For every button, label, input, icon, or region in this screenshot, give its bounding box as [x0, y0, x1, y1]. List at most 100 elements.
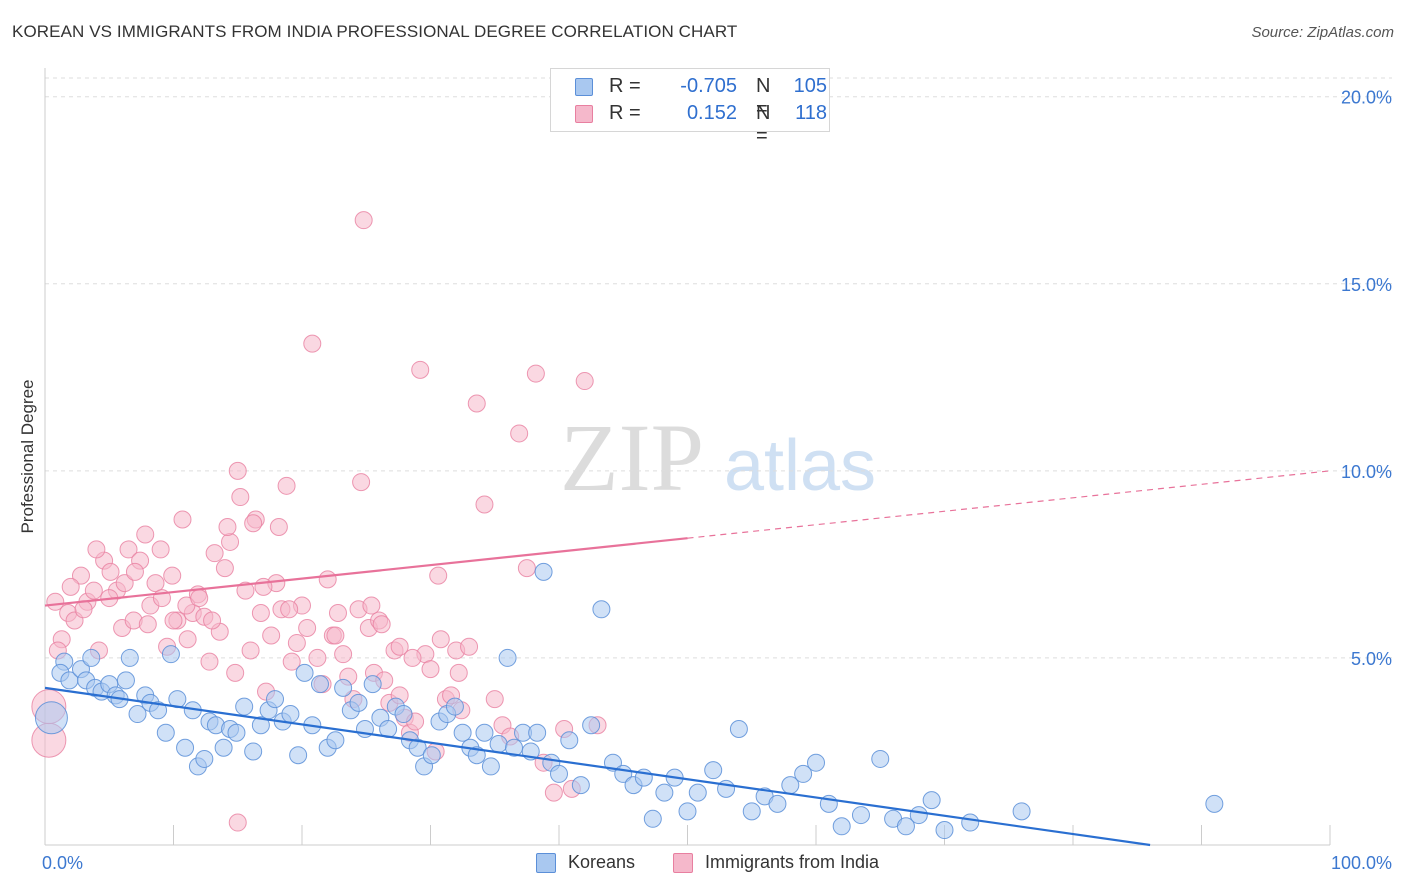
- correlation-legend: R = -0.705 N = 105 R = 0.152 N = 118: [550, 68, 830, 147]
- korean-point: [534, 562, 553, 581]
- korean-point: [310, 675, 329, 694]
- svg-text:atlas: atlas: [724, 426, 876, 506]
- india-point: [429, 566, 448, 585]
- korean-point: [643, 809, 662, 828]
- korean-point: [289, 746, 308, 765]
- india-point: [403, 648, 422, 667]
- india-point: [544, 783, 563, 802]
- legend-swatch-india: [575, 105, 593, 123]
- india-point: [390, 637, 409, 656]
- korean-point: [655, 783, 674, 802]
- legend-swatch-india: [673, 853, 693, 873]
- india-point: [287, 633, 306, 652]
- y-tick-label: 5.0%: [1351, 649, 1392, 669]
- korean-point: [34, 701, 68, 735]
- trend-lines: [44, 470, 1331, 847]
- india-point: [326, 626, 345, 645]
- korean-point: [935, 821, 954, 840]
- india-point: [61, 577, 80, 596]
- india-point: [138, 615, 157, 634]
- korean-point: [422, 746, 441, 765]
- korean-point: [832, 817, 851, 836]
- korean-point: [807, 753, 825, 772]
- y-tick-label: 20.0%: [1341, 88, 1392, 108]
- india-point: [354, 211, 373, 230]
- india-trend-line: [44, 537, 688, 607]
- korean-point: [909, 806, 928, 825]
- india-point: [269, 517, 288, 536]
- korean-point: [794, 764, 813, 783]
- korean-point: [266, 690, 285, 709]
- india-point: [467, 394, 486, 413]
- korean-point: [922, 791, 941, 810]
- india-point: [228, 461, 247, 480]
- korean-point: [82, 648, 101, 667]
- korean-point: [678, 802, 697, 821]
- india-point: [517, 559, 536, 578]
- korean-point: [704, 761, 723, 780]
- gridlines: [45, 77, 1392, 659]
- india-point: [101, 562, 120, 581]
- legend-label-koreans: Koreans: [568, 852, 636, 872]
- india-point: [74, 600, 93, 619]
- india-point: [526, 364, 545, 383]
- india-point: [231, 488, 250, 507]
- korean-point: [244, 742, 263, 761]
- korean-point: [505, 738, 524, 757]
- legend-r-value: 0.152: [686, 102, 737, 124]
- korean-point: [481, 757, 500, 776]
- korean-point: [156, 723, 175, 742]
- india-point: [318, 570, 337, 589]
- india-point: [136, 525, 155, 544]
- series-koreans-points: [34, 562, 1224, 840]
- india-point: [215, 559, 234, 578]
- source-attribution: Source: ZipAtlas.com: [1251, 24, 1394, 41]
- india-point: [236, 581, 255, 600]
- india-point: [46, 592, 65, 611]
- india-point: [163, 566, 182, 585]
- korean-point: [408, 738, 427, 757]
- korean-point: [214, 738, 233, 757]
- korean-point: [550, 764, 568, 783]
- korean-point: [349, 693, 368, 712]
- india-point: [352, 473, 371, 492]
- korean-point: [475, 723, 494, 742]
- korean-point: [961, 813, 980, 832]
- korean-point: [116, 671, 135, 690]
- korean-point: [295, 663, 314, 682]
- korean-point: [582, 716, 601, 735]
- india-point: [71, 566, 90, 585]
- korean-point: [161, 645, 180, 664]
- korean-point: [768, 794, 787, 813]
- india-point: [190, 589, 209, 608]
- india-point: [303, 334, 322, 353]
- korean-point: [394, 705, 413, 724]
- india-point: [218, 517, 237, 536]
- india-point: [178, 630, 197, 649]
- india-point: [372, 615, 391, 634]
- legend-n-label: N =: [756, 75, 771, 120]
- india-point: [460, 637, 479, 656]
- korean-point: [498, 648, 517, 667]
- korean-point: [871, 749, 890, 768]
- korean-point: [445, 697, 464, 716]
- india-point: [449, 663, 468, 682]
- india-point: [262, 626, 281, 645]
- india-point: [119, 540, 138, 559]
- india-point: [221, 532, 240, 551]
- india-point: [298, 618, 317, 637]
- korean-point: [851, 806, 870, 825]
- korean-point: [592, 600, 611, 619]
- korean-point: [334, 678, 353, 697]
- india-point: [282, 652, 301, 671]
- korean-point: [363, 675, 382, 694]
- korean-point: [128, 705, 147, 724]
- korean-point: [528, 723, 547, 742]
- india-point: [280, 600, 299, 619]
- legend-n-value: 118: [795, 102, 827, 124]
- y-axis-title: Professional Degree: [18, 379, 37, 533]
- india-point: [228, 813, 247, 832]
- korean-point: [251, 716, 270, 735]
- india-point: [475, 495, 494, 514]
